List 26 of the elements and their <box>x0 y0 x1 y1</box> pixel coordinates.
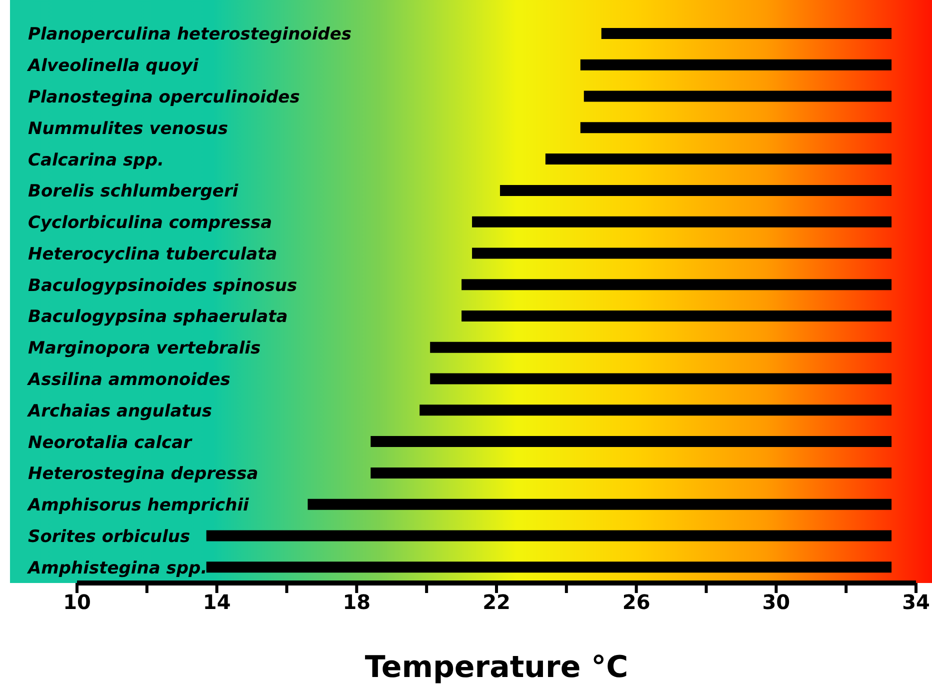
x-tick-label: 10 <box>63 590 91 614</box>
y-tick-label: Baculogypsina sphaerulata <box>28 307 288 328</box>
x-axis-title: Temperature °C <box>364 650 628 685</box>
y-tick-label: Marginopora vertebralis <box>28 338 261 359</box>
y-tick-label: Cyclorbiculina compressa <box>28 213 272 234</box>
y-tick-label: Sorites orbiculus <box>28 526 190 547</box>
y-tick-label: Amphisorus hemprichii <box>26 496 250 516</box>
x-tick-label: 14 <box>202 590 231 614</box>
y-tick-label: Neorotalia calcar <box>28 432 194 453</box>
x-tick-label: 30 <box>762 590 790 614</box>
y-tick-label: Heterostegina depressa <box>28 464 258 484</box>
y-tick-label: Planoperculina heterosteginoides <box>28 24 352 45</box>
y-tick-label: Heterocyclina tuberculata <box>28 244 278 264</box>
y-tick-label: Amphistegina spp. <box>26 558 208 578</box>
x-tick-label: 22 <box>482 590 510 614</box>
y-tick-label: Nummulites venosus <box>28 118 228 139</box>
y-tick-label: Planostegina operculinoides <box>28 87 300 108</box>
x-tick-label: 34 <box>902 590 930 614</box>
x-tick-label: 26 <box>622 590 650 614</box>
y-tick-label: Borelis schlumbergeri <box>28 182 240 202</box>
y-tick-label: Calcarina spp. <box>28 150 164 170</box>
y-tick-label: Assilina ammonoides <box>26 370 230 390</box>
y-tick-label: Archaias angulatus <box>26 401 212 422</box>
y-tick-label: Baculogypsinoides spinosus <box>28 276 298 296</box>
x-tick-label: 18 <box>342 590 371 614</box>
y-tick-label: Alveolinella quoyi <box>26 56 200 76</box>
